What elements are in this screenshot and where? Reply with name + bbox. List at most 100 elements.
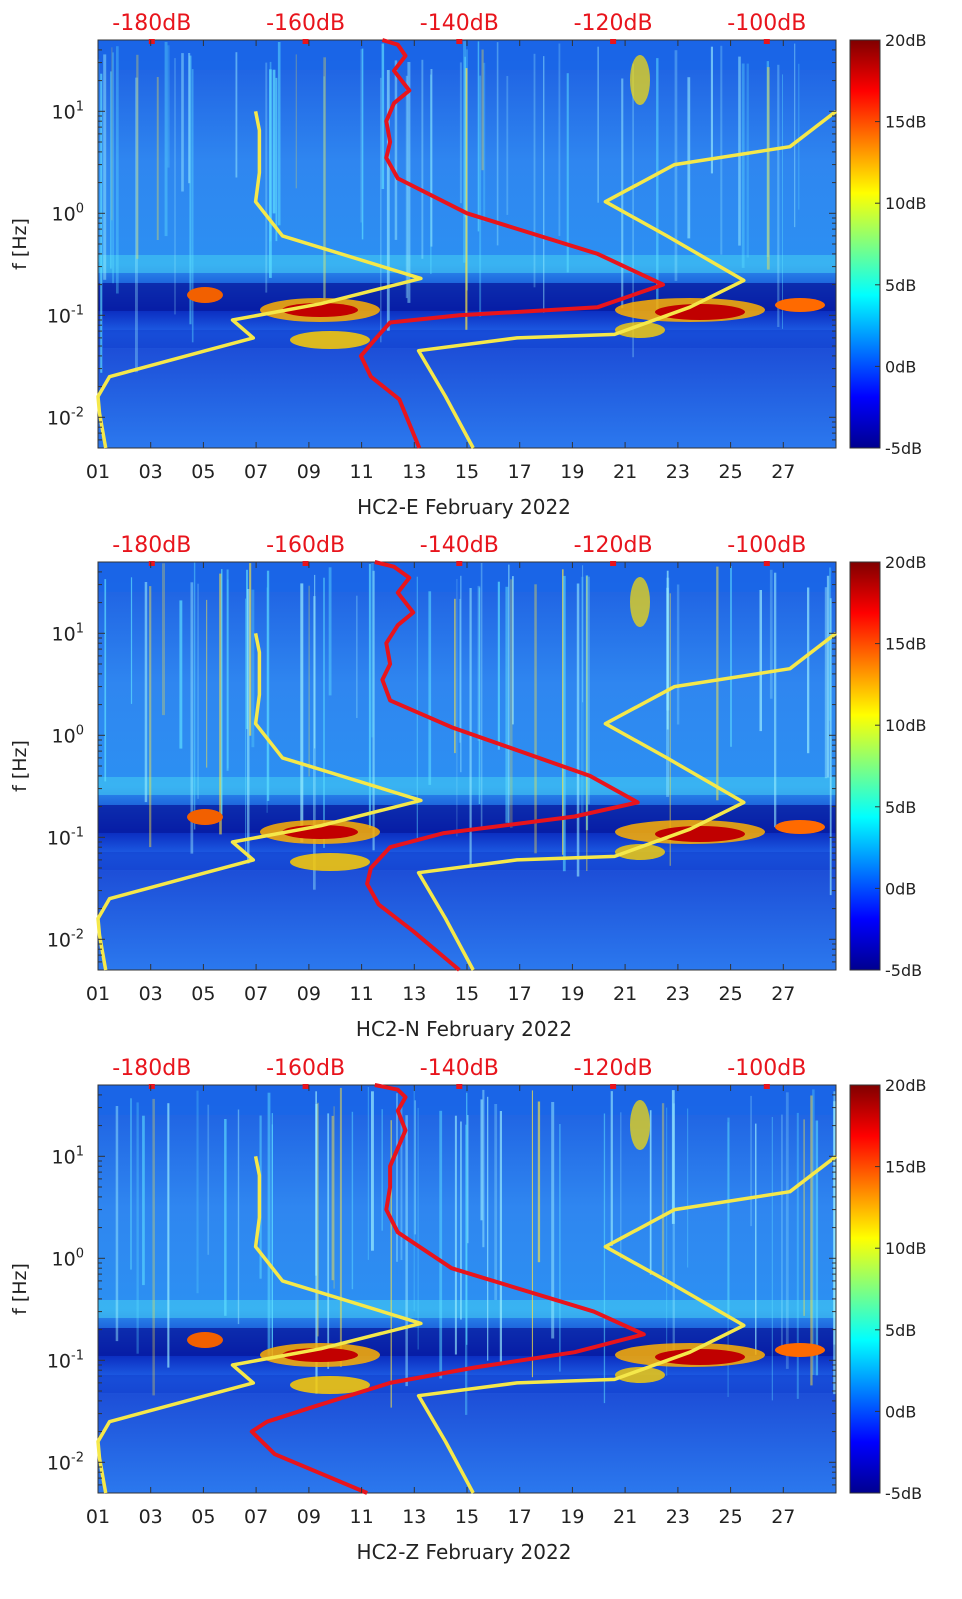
nhnm-curve (416, 1154, 838, 1494)
noise-streak (421, 59, 424, 259)
x-tick-label: 27 (771, 461, 795, 483)
noise-streak (331, 1115, 334, 1281)
noise-streak (833, 1101, 836, 1395)
top-tick-mark (456, 39, 463, 44)
noise-streak (245, 598, 247, 856)
top-tick-label: -180dB (112, 11, 191, 36)
noise-streak (661, 1103, 665, 1276)
colorbar-tick-label: -5dB (885, 439, 922, 458)
noise-streak (603, 1113, 606, 1404)
x-tick-label: 01 (86, 461, 110, 483)
noise-streak (327, 1113, 330, 1369)
top-tick-label: -160dB (266, 533, 345, 558)
noise-streak (428, 591, 432, 785)
noise-streak (191, 69, 194, 343)
noise-streak (672, 1103, 675, 1365)
top-axis: -180dB -160dB -140dB -120dB -100dB (112, 533, 806, 566)
noise-streak (152, 1098, 155, 1396)
noise-streak (381, 1109, 383, 1231)
x-tick-label: 11 (350, 1506, 374, 1528)
noise-streak (499, 1111, 502, 1362)
noise-streak (464, 56, 466, 218)
noise-streak (456, 579, 458, 837)
y-tick-label: 10-2 (47, 405, 84, 429)
noise-streak (649, 1110, 652, 1275)
noise-streak (277, 42, 281, 226)
noise-streak (460, 1121, 462, 1320)
noise-streak (269, 69, 272, 278)
noise-streak (333, 1106, 335, 1289)
x-tick-label: 03 (139, 983, 163, 1005)
noise-streak (130, 577, 133, 704)
colorbar-tick-label: -5dB (885, 961, 922, 980)
top-tick-mark (148, 39, 155, 44)
noise-streak (807, 587, 810, 754)
noise-streak (666, 570, 669, 730)
top-tick-label: -120dB (574, 1056, 653, 1081)
x-tick-label: 13 (402, 461, 426, 483)
noise-streak (314, 574, 316, 749)
noise-streak (463, 41, 466, 263)
noise-streak (221, 569, 223, 815)
noise-streak (505, 586, 509, 823)
noise-streak (164, 41, 168, 237)
noise-streak (390, 1120, 392, 1408)
noise-streak (414, 1100, 416, 1235)
noise-streak (478, 587, 481, 804)
x-tick-label: 03 (139, 1506, 163, 1528)
spectrogram-area (98, 562, 836, 970)
noise-streak (720, 45, 723, 255)
noise-streak (508, 564, 510, 823)
noise-streak (459, 62, 462, 204)
energy-bands (187, 1100, 825, 1394)
noise-streak (439, 1110, 443, 1379)
x-axis: 01 03 05 07 09 11 13 15 17 19 21 23 25 27 (86, 562, 795, 1005)
x-tick-label: 21 (613, 461, 637, 483)
x-tick-label: 21 (613, 983, 637, 1005)
y-tick-label: 10-1 (47, 825, 84, 849)
noise-streak (368, 563, 371, 828)
x-tick-label: 19 (560, 461, 584, 483)
y-tick-label: 100 (52, 723, 84, 747)
x-tick-label: 15 (455, 461, 479, 483)
noise-streak (586, 576, 588, 871)
noise-streak (339, 1087, 342, 1367)
noise-streak (98, 59, 100, 262)
noise-streak (481, 49, 484, 171)
noise-streak (769, 569, 773, 699)
colorbar: -5dB 0dB 5dB 10dB 15dB 20dB (849, 553, 927, 980)
noise-streak (167, 45, 170, 168)
x-tick-label: 19 (560, 1506, 584, 1528)
y-tick-label: 10-1 (47, 303, 84, 327)
x-tick-label: 19 (560, 983, 584, 1005)
vertical-streaks (104, 562, 832, 896)
noise-streak (543, 56, 545, 313)
noise-streak (710, 46, 713, 174)
noise-streak (506, 76, 509, 215)
noise-streak (235, 52, 238, 178)
noise-streak (815, 1120, 819, 1376)
noise-streak (361, 48, 364, 240)
x-tick-label: 15 (455, 1506, 479, 1528)
y-tick-label: 101 (52, 99, 84, 123)
top-tick-label: -100dB (727, 11, 806, 36)
curves (96, 38, 838, 449)
noise-streak (794, 43, 796, 228)
y-tick-label: 10-2 (47, 927, 84, 951)
x-tick-label: 09 (297, 461, 321, 483)
colorbar-tick-label: 15dB (885, 1158, 927, 1177)
x-tick-label: 27 (771, 1506, 795, 1528)
noise-streak (798, 63, 800, 210)
colorbar: -5dB 0dB 5dB 10dB 15dB 20dB (849, 1076, 927, 1503)
x-tick-label: 07 (244, 983, 268, 1005)
noise-streak (142, 1115, 145, 1286)
colorbar-tick-label: 0dB (885, 1402, 916, 1421)
noise-streak (308, 585, 310, 777)
y-axis-label: f [Hz] (9, 218, 31, 270)
colorbar-tick-label: -5dB (885, 1484, 922, 1503)
noise-streak (405, 75, 408, 299)
top-tick-label: -100dB (727, 533, 806, 558)
noise-streak (193, 562, 196, 830)
spectrogram-area (98, 1085, 836, 1493)
noise-streak (130, 1098, 132, 1270)
